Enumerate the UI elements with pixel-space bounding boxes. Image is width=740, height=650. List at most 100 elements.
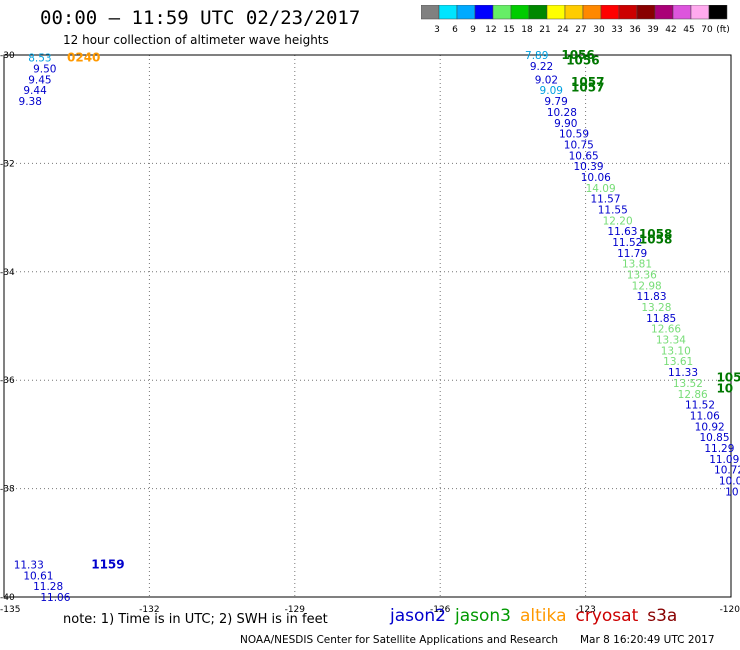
wave-height-label: 11.83 [636,291,666,303]
color-scale-label: 12 [485,25,496,35]
wave-height-label: 11.57 [590,194,620,206]
wave-height-label: 11.85 [646,313,676,325]
chart-subtitle: 12 hour collection of altimeter wave hei… [63,33,329,47]
color-scale-label: 21 [539,25,550,35]
color-scale-label: 18 [521,25,533,35]
wave-height-label: 11.29 [704,443,734,455]
x-tick-label: -135 [0,605,20,615]
time-label: 1056 [561,48,594,62]
wave-height-label: 11.06 [690,410,720,422]
y-tick-label: -40 [0,593,15,603]
wave-height-label: 11.06 [40,592,70,604]
timestamp-text: Mar 8 16:20:49 UTC 2017 [580,634,715,646]
legend-item-jason2: jason2 [390,606,446,626]
wave-height-label: 11.33 [14,559,44,571]
wave-height-label: 11.33 [668,367,698,379]
x-tick-label: -126 [430,605,451,615]
wave-height-label: 11.52 [685,400,715,412]
wave-height-label: 9.02 [535,74,558,86]
wave-height-label: 9.79 [544,96,567,108]
wave-height-label: 10.0 [719,475,740,487]
legend-item-cryosat: cryosat [575,606,639,626]
wave-height-label: 12.86 [678,389,708,401]
color-scale-label: 42 [665,25,676,35]
legend-item-s3a: s3a [647,606,678,626]
x-tick-label: -123 [575,605,595,615]
x-tick-label: -120 [720,605,740,615]
color-scale-label: 30 [593,25,605,35]
chart-title: 00:00 – 11:59 UTC 02/23/2017 [40,7,361,29]
time-label: 1057 [571,81,604,95]
wave-height-label: 9.22 [530,61,553,73]
color-scale-legend: 3 6 9 12 15 18 21 24 27 30 33 36 39 42 45 70 (ft) [421,5,730,35]
y-tick-label: -30 [0,51,15,61]
wave-height-label: 10.92 [695,421,725,433]
note-text: note: 1) Time is in UTC; 2) SWH is in fe… [63,612,328,627]
wave-height-label: 11.79 [617,248,647,260]
color-scale-label: 33 [611,25,622,35]
color-scale-label: 6 [452,25,458,35]
time-label: 10 [716,381,733,395]
time-label: 1159 [91,557,124,571]
wave-height-label: 12.66 [651,324,681,336]
wave-height-label: 13.36 [627,270,657,282]
wave-height-label: 9.09 [540,85,563,97]
wave-height-label: 7.89 [525,50,548,62]
wave-height-label: 9.44 [23,85,47,97]
color-scale-label: 27 [575,25,586,35]
wave-height-label: 9.50 [33,64,56,76]
color-scale-label: 15 [503,25,514,35]
wave-height-label: 10.39 [573,161,603,173]
wave-height-label: 10.28 [547,107,577,119]
wave-height-label: 10.65 [569,150,599,162]
wave-height-label: 10.61 [23,570,53,582]
time-label: 105 [716,370,740,384]
wave-height-label: 13.61 [663,356,693,368]
wave-height-label: 12.98 [632,280,662,292]
x-tick-label: -132 [139,605,159,615]
wave-height-label: 10.59 [559,129,589,141]
color-scale-label: 9 [470,25,476,35]
wave-height-label: 11.52 [612,237,642,249]
time-label: 1056 [566,53,599,67]
wave-height-label: 12.20 [603,215,633,227]
x-tick-label: -129 [285,605,306,615]
color-scale-label: 39 [647,25,659,35]
color-scale-label: 36 [629,25,641,35]
y-tick-label: -36 [0,376,15,386]
y-tick-label: -34 [0,268,15,278]
plot-frame [3,54,732,598]
wave-height-label: 10.06 [581,172,611,184]
wave-height-label: 9.45 [28,74,51,86]
time-label: 1058 [639,227,672,241]
y-tick-label: -32 [0,159,15,169]
legend-item-jason3: jason3 [455,606,511,626]
color-scale-label: 45 [683,25,694,35]
time-label: 1058 [639,232,672,246]
color-swatch [708,5,728,20]
wave-height-label: 13.52 [673,378,703,390]
color-scale-label: 70 [701,25,713,35]
time-label: 0240 [67,51,100,65]
color-scale-label: (ft) [716,25,730,35]
wave-height-label: 9.90 [554,118,577,130]
wave-height-label: 10.75 [564,139,594,151]
wave-height-label: 11.55 [598,204,628,216]
color-scale-label: 24 [557,25,569,35]
wave-height-label: 11.28 [33,581,63,593]
wave-height-label: 10.85 [699,432,729,444]
satellite-legend: jason2 jason3 altika cryosat s3a [390,606,686,626]
wave-height-labels: 8.539.509.459.449.38024011.3310.6111.281… [14,48,740,604]
wave-height-label: 13.10 [661,345,691,357]
credit-text: NOAA/NESDIS Center for Satellite Applica… [240,634,558,646]
y-tick-label: -38 [0,485,15,495]
time-label: 1057 [571,75,604,89]
wave-height-label: 14.09 [586,183,616,195]
wave-height-label: 13.28 [641,302,671,314]
wave-height-label: 13.81 [622,259,652,271]
wave-height-label: 11.09 [709,454,739,466]
legend-item-altika: altika [520,606,567,626]
wave-height-label: 10 [725,486,738,498]
wave-height-label: 8.53 [28,53,51,65]
